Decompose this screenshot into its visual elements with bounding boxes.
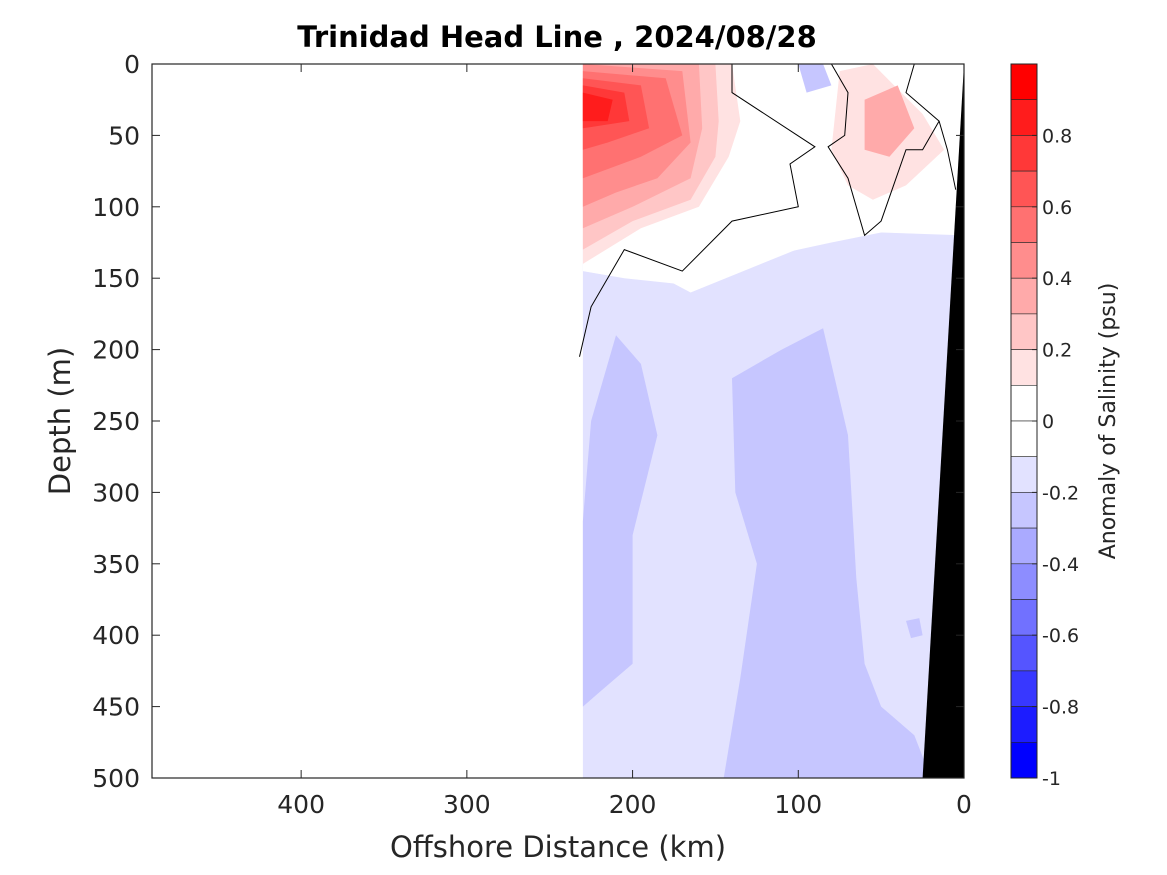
colorbar-swatch [1010, 599, 1038, 636]
y-tick-label: 100 [92, 193, 140, 222]
contour-region-13 [723, 328, 931, 778]
contour-region-5 [864, 85, 915, 157]
colorbar-swatch [1010, 420, 1038, 458]
x-tick-label: 0 [956, 790, 972, 819]
y-axis-label: Depth (m) [43, 347, 77, 495]
x-axis-label: Offshore Distance (km) [390, 830, 726, 864]
zero-contour-lines [579, 63, 957, 357]
zero-contour-line-1 [827, 63, 940, 237]
y-tick-label: 0 [124, 50, 140, 79]
y-axis: 0 50 100 150 200 250 300 350 400 450 500 [92, 50, 964, 793]
contour-region-14 [798, 64, 832, 93]
colorbar-tick-label: 0.6 [1042, 197, 1072, 219]
contour-fill-layer [582, 64, 964, 779]
colorbar-label: Anomaly of Salinity (psu) [1096, 283, 1121, 560]
colorbar-tick-label: 0.4 [1042, 268, 1072, 290]
zero-contour-line-2 [938, 120, 957, 190]
colorbar-swatch [1010, 313, 1038, 350]
colorbar-tick-label: -1 [1042, 768, 1061, 790]
colorbar-swatch [1010, 349, 1038, 386]
colorbar-swatch [1010, 384, 1038, 422]
colorbar-swatch [1010, 741, 1038, 779]
bathymetry-wedge [922, 64, 964, 778]
y-tick-label: 250 [92, 407, 140, 436]
colorbar: 0.8 0.6 0.4 0.2 0 -0.2 -0.4 -0.6 -0.8 -1 [1010, 63, 1079, 790]
y-tick-label: 450 [92, 693, 140, 722]
x-axis: 400 300 200 100 0 [277, 64, 972, 819]
x-tick-label: 400 [277, 790, 325, 819]
y-tick-label: 400 [92, 621, 140, 650]
y-tick-label: 150 [92, 264, 140, 293]
zero-contour-line-0 [579, 64, 816, 357]
colorbar-swatch [1010, 456, 1038, 493]
x-tick-label: 100 [774, 790, 822, 819]
colorbar-swatch [1010, 170, 1038, 208]
colorbar-swatch [1010, 135, 1038, 172]
colorbar-tick-label: -0.4 [1042, 554, 1079, 576]
y-tick-label: 300 [92, 478, 140, 507]
x-tick-label: 200 [609, 790, 657, 819]
y-tick-label: 50 [108, 121, 140, 150]
colorbar-swatch [1010, 670, 1038, 707]
colorbar-tick-label: 0.8 [1042, 125, 1072, 147]
colorbar-swatch [1010, 706, 1038, 743]
y-tick-label: 200 [92, 336, 140, 365]
y-tick-label: 500 [92, 764, 140, 793]
chart-title: Trinidad Head Line , 2024/08/28 [297, 20, 817, 54]
colorbar-swatch [1010, 277, 1038, 315]
colorbar-tick-label: -0.2 [1042, 482, 1079, 504]
colorbar-tick-label: -0.6 [1042, 625, 1079, 647]
contour-region-15 [906, 618, 923, 639]
contour-region-12 [582, 335, 658, 707]
colorbar-swatch [1010, 634, 1038, 672]
bathymetry-layer [922, 64, 964, 778]
x-tick-label: 300 [443, 790, 491, 819]
colorbar-tick-label: 0 [1042, 411, 1054, 433]
colorbar-swatch [1010, 527, 1038, 565]
colorbar-swatch [1010, 492, 1038, 529]
colorbar-swatch [1010, 206, 1038, 243]
colorbar-tick-label: -0.8 [1042, 697, 1079, 719]
colorbar-swatch [1010, 563, 1038, 600]
colorbar-tick-label: 0.2 [1042, 340, 1072, 362]
colorbar-swatch [1010, 99, 1038, 136]
colorbar-swatch [1010, 63, 1038, 101]
colorbar-swatch [1010, 242, 1038, 279]
y-tick-label: 350 [92, 550, 140, 579]
contour-region-11 [582, 92, 613, 122]
